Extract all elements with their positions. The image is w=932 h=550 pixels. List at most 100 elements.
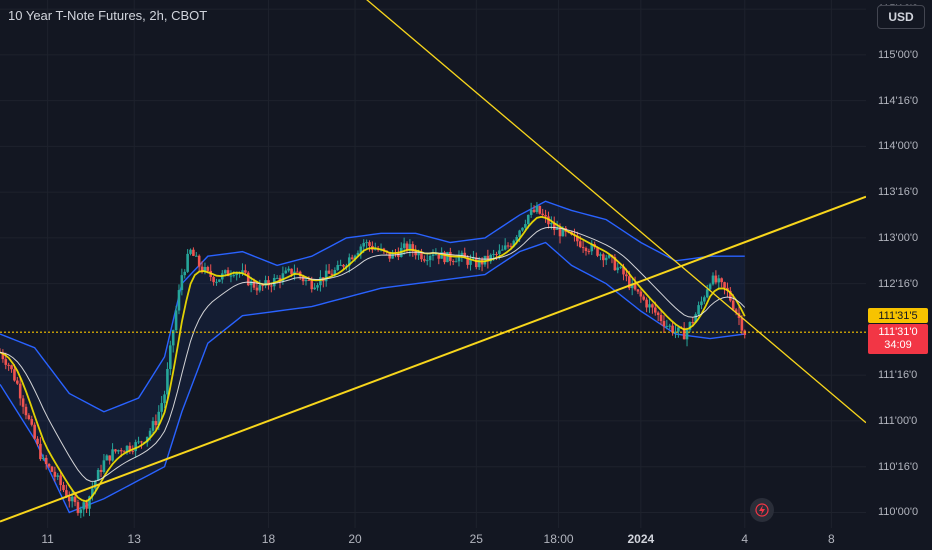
candle-body <box>451 261 455 263</box>
candle-body <box>506 245 510 247</box>
time-tick-label: 4 <box>741 532 749 546</box>
candle-body <box>186 253 189 272</box>
price-tick-label: 115'00'0 <box>878 48 919 61</box>
candle-body <box>651 304 654 308</box>
candle-body <box>665 325 669 327</box>
ema-slow-line <box>0 226 746 482</box>
candle-body <box>44 457 48 465</box>
candle-body <box>67 497 71 502</box>
candle-body <box>645 299 648 308</box>
candle-body <box>125 445 129 452</box>
candle-body <box>411 244 415 252</box>
candle-body <box>137 441 140 443</box>
candle-body <box>91 488 94 497</box>
candle-body <box>42 457 45 460</box>
candle-body <box>359 246 363 253</box>
chart-area[interactable]: 10 Year T-Note Futures, 2h, CBOT <box>0 0 867 528</box>
candle-body <box>630 283 634 289</box>
candle-body <box>258 285 262 291</box>
candle-body <box>4 359 8 365</box>
moving-averages <box>0 215 746 503</box>
candle-body <box>607 255 611 258</box>
candle-body <box>284 270 288 274</box>
candle-body <box>362 242 366 247</box>
candle-body <box>590 244 594 252</box>
candle-body <box>160 403 163 412</box>
candle-body <box>581 246 585 249</box>
candle-body <box>313 287 316 290</box>
candle-body <box>342 264 345 267</box>
time-tick-label: 18 <box>261 532 276 546</box>
candle-body <box>731 300 735 310</box>
candle-body <box>723 282 726 288</box>
candle-body <box>180 275 184 291</box>
candle-body <box>402 243 406 248</box>
candle-body <box>151 421 155 431</box>
candle-body <box>281 273 285 282</box>
candle-body <box>108 455 111 461</box>
lightning-bolt-icon[interactable] <box>750 498 774 522</box>
candle-body <box>437 254 441 259</box>
candle-body <box>333 270 337 276</box>
candle-body <box>174 310 178 331</box>
currency-button[interactable]: USD <box>877 5 925 29</box>
candle-body <box>457 255 461 262</box>
candle-body <box>330 273 334 276</box>
candle-body <box>529 209 533 215</box>
candle-body <box>535 205 539 212</box>
candle-body <box>613 257 617 271</box>
candle-body <box>428 255 432 261</box>
candle-body <box>261 285 264 287</box>
candle-body <box>662 321 666 327</box>
candle-body <box>633 283 637 290</box>
bollinger-bands <box>0 200 745 514</box>
time-scale[interactable]: 11 13 18 20 25 18:00 2024 4 8 <box>0 528 866 550</box>
price-chart[interactable] <box>0 0 867 528</box>
candle-body <box>584 248 588 252</box>
candle-body <box>558 228 562 237</box>
candle-body <box>720 278 723 283</box>
candle-body <box>241 270 244 274</box>
candle-body <box>7 364 10 366</box>
candle-body <box>500 249 504 251</box>
candle-body <box>495 253 498 255</box>
candle-body <box>102 460 106 473</box>
price-tick-label: 110'00'0 <box>878 506 919 519</box>
candle-body <box>405 243 409 251</box>
candle-body <box>547 216 550 225</box>
price-tick-label: 113'00'0 <box>878 231 919 244</box>
candle-body <box>524 224 527 228</box>
candle-body <box>625 274 628 277</box>
candle-body <box>555 228 559 230</box>
time-tick-label: 18:00 <box>543 532 574 546</box>
candle-body <box>688 322 692 330</box>
candle-body <box>576 235 579 242</box>
candle-body <box>509 245 513 247</box>
candle-body <box>697 305 700 315</box>
candle-body <box>446 251 449 263</box>
price-tick-label: 111'00'0 <box>878 414 918 427</box>
candle-body <box>711 275 715 285</box>
symbol-title[interactable]: 10 Year T-Note Futures, 2h, CBOT <box>8 8 208 23</box>
current-price-label: 111'31'0 <box>878 326 918 338</box>
candle-body <box>596 247 599 256</box>
candle-body <box>21 398 25 407</box>
candle-body <box>353 255 357 260</box>
price-tick-label: 111'16'0 <box>878 369 918 382</box>
time-tick-label: 2024 <box>627 532 655 546</box>
candle-body <box>668 325 672 327</box>
last-price-tag: 111'31'5 <box>868 308 928 323</box>
candle-body <box>255 287 259 291</box>
candle-body <box>111 449 114 461</box>
price-tick-label: 113'16'0 <box>878 186 919 199</box>
candle-body <box>290 268 293 275</box>
candle-body <box>602 254 605 261</box>
candle-body <box>246 272 250 286</box>
candle-body <box>59 475 62 486</box>
candle-body <box>636 289 640 292</box>
candle-body <box>472 257 475 259</box>
candle-body <box>96 469 100 481</box>
candle-body <box>316 285 319 288</box>
band-upper-line <box>0 200 745 413</box>
price-scale[interactable]: 115'16'0115'00'0114'16'0114'00'0113'16'0… <box>866 0 932 528</box>
